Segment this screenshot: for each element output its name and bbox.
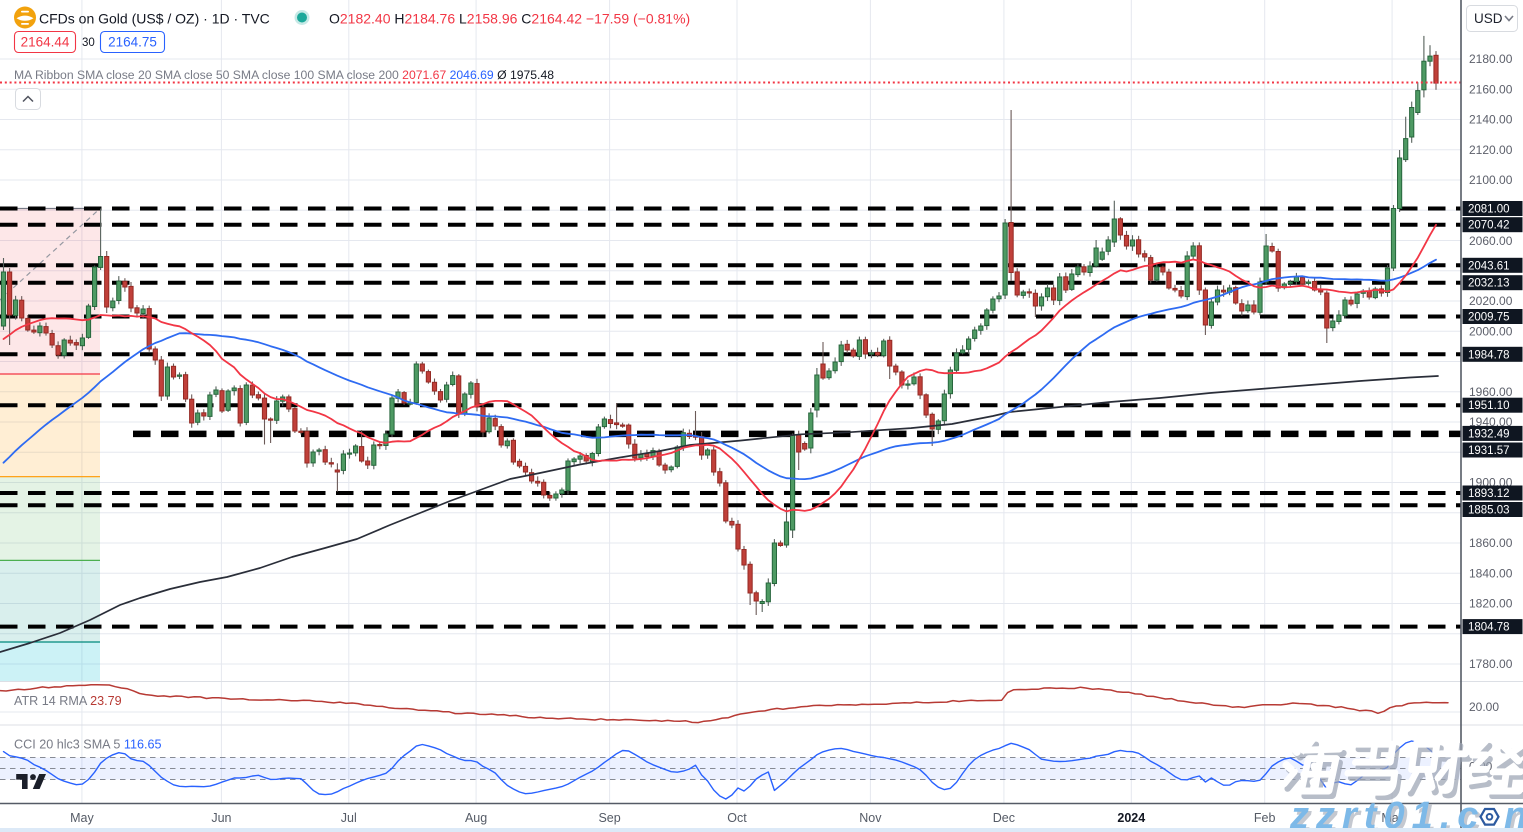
svg-text:1840.00: 1840.00	[1469, 567, 1513, 581]
svg-text:1984.78: 1984.78	[1468, 349, 1510, 361]
svg-text:Oct: Oct	[727, 811, 747, 825]
svg-text:MA Ribbon SMA close 20 SMA clo: MA Ribbon SMA close 20 SMA close 50 SMA …	[14, 68, 554, 82]
svg-text:1932.49: 1932.49	[1468, 428, 1510, 440]
svg-text:n: n	[1504, 795, 1523, 832]
svg-text:20.00: 20.00	[1469, 700, 1499, 714]
svg-text:2009.75: 2009.75	[1468, 312, 1510, 324]
svg-text:1804.78: 1804.78	[1468, 622, 1510, 634]
svg-text:Feb: Feb	[1254, 811, 1276, 825]
svg-text:Mar: Mar	[1381, 811, 1403, 825]
svg-text:2180.00: 2180.00	[1469, 52, 1513, 66]
svg-text:2120.00: 2120.00	[1469, 143, 1513, 157]
svg-text:Jun: Jun	[211, 811, 231, 825]
svg-text:zzrt01.c: zzrt01.c	[1292, 798, 1488, 832]
svg-text:zzrt01.c: zzrt01.c	[1289, 795, 1485, 832]
svg-text:2100.00: 2100.00	[1469, 173, 1513, 187]
svg-text:2060.00: 2060.00	[1469, 234, 1513, 248]
svg-text:1951.10: 1951.10	[1468, 400, 1510, 412]
svg-text:2070.42: 2070.42	[1468, 220, 1510, 232]
svg-text:2164.75: 2164.75	[108, 35, 157, 50]
svg-text:2024: 2024	[1117, 811, 1145, 825]
svg-text:USD: USD	[1474, 11, 1503, 26]
svg-text:2160.00: 2160.00	[1469, 83, 1513, 97]
svg-text:2140.00: 2140.00	[1469, 113, 1513, 127]
svg-text:ATR 14 RMA 23.79: ATR 14 RMA 23.79	[14, 694, 122, 708]
svg-text:2020.00: 2020.00	[1469, 294, 1513, 308]
svg-text:1860.00: 1860.00	[1469, 536, 1513, 550]
svg-text:2032.13: 2032.13	[1468, 278, 1510, 290]
svg-text:2164.44: 2164.44	[21, 35, 70, 50]
svg-text:Aug: Aug	[465, 811, 487, 825]
svg-text:1893.12: 1893.12	[1468, 488, 1510, 500]
svg-text:CFDs on Gold (US$ / OZ) · 1D ·: CFDs on Gold (US$ / OZ) · 1D · TVC	[39, 11, 270, 27]
svg-text:Jul: Jul	[341, 811, 357, 825]
svg-text:30: 30	[82, 37, 95, 49]
svg-text:Dec: Dec	[993, 811, 1015, 825]
svg-text:Sep: Sep	[598, 811, 620, 825]
svg-text:1960.00: 1960.00	[1469, 385, 1513, 399]
svg-text:1931.57: 1931.57	[1468, 445, 1510, 457]
svg-text:May: May	[70, 811, 94, 825]
svg-text:2081.00: 2081.00	[1468, 204, 1510, 216]
svg-text:1780.00: 1780.00	[1469, 657, 1513, 671]
svg-text:1885.03: 1885.03	[1468, 505, 1510, 517]
svg-text:1940.00: 1940.00	[1469, 415, 1513, 429]
svg-text:Nov: Nov	[859, 811, 882, 825]
svg-text:n: n	[1507, 798, 1523, 832]
svg-text:2000.00: 2000.00	[1469, 324, 1513, 338]
svg-text:2043.61: 2043.61	[1468, 260, 1510, 272]
svg-text:O2182.40 H2184.76 L2158.96 C21: O2182.40 H2184.76 L2158.96 C2164.42 −17.…	[329, 11, 690, 27]
svg-text:CCI 20 hlc3 SMA 5 116.65: CCI 20 hlc3 SMA 5 116.65	[14, 738, 162, 752]
svg-text:1820.00: 1820.00	[1469, 597, 1513, 611]
